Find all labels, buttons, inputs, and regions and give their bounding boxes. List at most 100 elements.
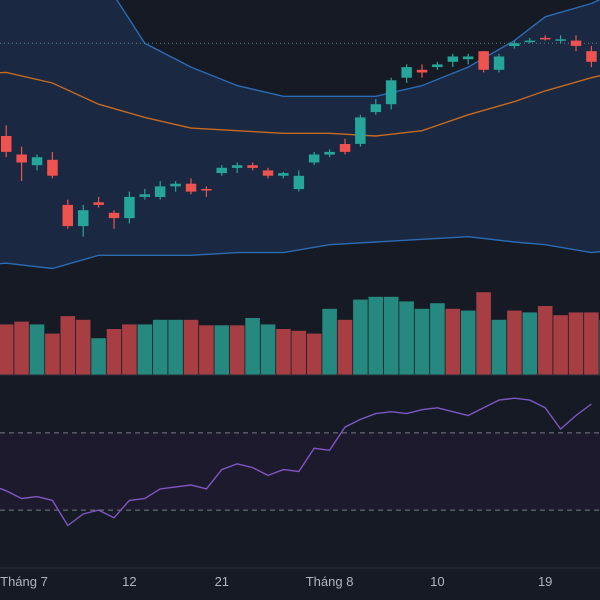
candle-body xyxy=(339,144,351,152)
volume-bar xyxy=(553,315,568,375)
volume-bar xyxy=(522,312,538,375)
candle-body xyxy=(540,37,551,40)
candle xyxy=(586,45,597,68)
candle-body xyxy=(278,173,289,176)
candle-body xyxy=(93,202,104,205)
candle-body xyxy=(370,104,382,113)
volume-bar xyxy=(60,316,76,375)
candle xyxy=(16,146,27,182)
bollinger-band-fill xyxy=(0,0,600,269)
candle xyxy=(509,40,520,49)
volume-bar xyxy=(537,306,553,375)
candle xyxy=(416,64,428,78)
candle-body xyxy=(447,56,459,62)
rsi-pane xyxy=(0,397,600,527)
volume-bar xyxy=(491,319,507,375)
candle xyxy=(47,151,58,179)
candle xyxy=(247,162,258,171)
candle-body xyxy=(293,175,305,190)
candle xyxy=(478,51,489,73)
volume-bar xyxy=(168,319,183,375)
volume-bar xyxy=(568,312,584,375)
candle-body xyxy=(108,212,120,219)
time-axis-label: Tháng 8 xyxy=(306,574,354,589)
bollinger-upper-line xyxy=(116,0,600,98)
candle xyxy=(170,181,181,192)
candle-body xyxy=(62,204,73,227)
candle-body xyxy=(262,170,274,176)
candle xyxy=(262,167,274,179)
candle-body xyxy=(432,64,443,68)
volume-bar xyxy=(476,292,491,375)
candle-body xyxy=(170,183,181,187)
candle xyxy=(93,196,104,208)
candle xyxy=(185,178,197,195)
volume-bar xyxy=(460,310,476,375)
time-axis-label: Tháng 7 xyxy=(0,574,48,589)
candle-body xyxy=(124,196,135,219)
volume-bar xyxy=(368,296,384,375)
candle-body xyxy=(139,194,150,197)
volume-bar xyxy=(306,333,322,375)
volume-bar xyxy=(507,310,522,375)
candle-body xyxy=(247,165,258,168)
candle xyxy=(493,53,505,73)
candle xyxy=(555,35,566,44)
volume-bar xyxy=(383,296,399,375)
volume-bar xyxy=(106,329,122,375)
volume-bar xyxy=(276,329,291,375)
candle xyxy=(78,204,89,237)
candle-body xyxy=(78,210,89,227)
bollinger-lower-line xyxy=(0,235,600,270)
volume-bar xyxy=(414,308,430,375)
candle xyxy=(524,37,536,44)
candle-body xyxy=(185,183,197,192)
volume-bar xyxy=(337,319,353,375)
time-axis-label: 19 xyxy=(538,574,552,589)
volume-bar xyxy=(260,324,276,375)
candle xyxy=(570,35,582,52)
candle-body xyxy=(355,117,366,144)
volume-bar xyxy=(29,324,45,375)
candle-body xyxy=(231,165,243,168)
candle-body xyxy=(216,167,227,174)
candle xyxy=(324,149,335,158)
candle xyxy=(1,125,12,158)
candle-body xyxy=(201,189,212,191)
rsi-line xyxy=(0,397,592,527)
candle xyxy=(540,35,551,41)
candle-body xyxy=(555,39,566,41)
candle xyxy=(278,171,289,179)
candle-body xyxy=(324,151,335,155)
candle xyxy=(154,181,166,200)
volume-bar xyxy=(245,318,260,375)
candle-body xyxy=(308,154,320,163)
candle-body xyxy=(401,67,412,78)
candle-body xyxy=(493,56,505,70)
volume-bar xyxy=(584,312,599,375)
candle xyxy=(401,64,412,83)
candle xyxy=(62,199,73,229)
bollinger-basis-line xyxy=(0,71,600,137)
volume-bar xyxy=(137,324,153,375)
candle-body xyxy=(16,154,27,163)
volume-bar xyxy=(14,321,29,375)
candle xyxy=(231,162,243,174)
volume-bar xyxy=(214,325,230,375)
candle xyxy=(201,186,212,197)
time-axis-label: 21 xyxy=(215,574,229,589)
time-axis: Tháng 7 12 21 Tháng 8 10 19 xyxy=(0,574,552,589)
time-axis-label: 10 xyxy=(430,574,444,589)
candle xyxy=(432,61,443,70)
candle xyxy=(385,77,397,110)
volume-bar xyxy=(445,308,461,375)
volume-bar xyxy=(183,319,199,375)
volume-bar xyxy=(152,319,168,375)
volume-bar xyxy=(322,308,337,375)
candle xyxy=(339,138,351,155)
candle-body xyxy=(31,157,43,166)
candle xyxy=(308,151,320,166)
candle-body xyxy=(1,136,12,152)
